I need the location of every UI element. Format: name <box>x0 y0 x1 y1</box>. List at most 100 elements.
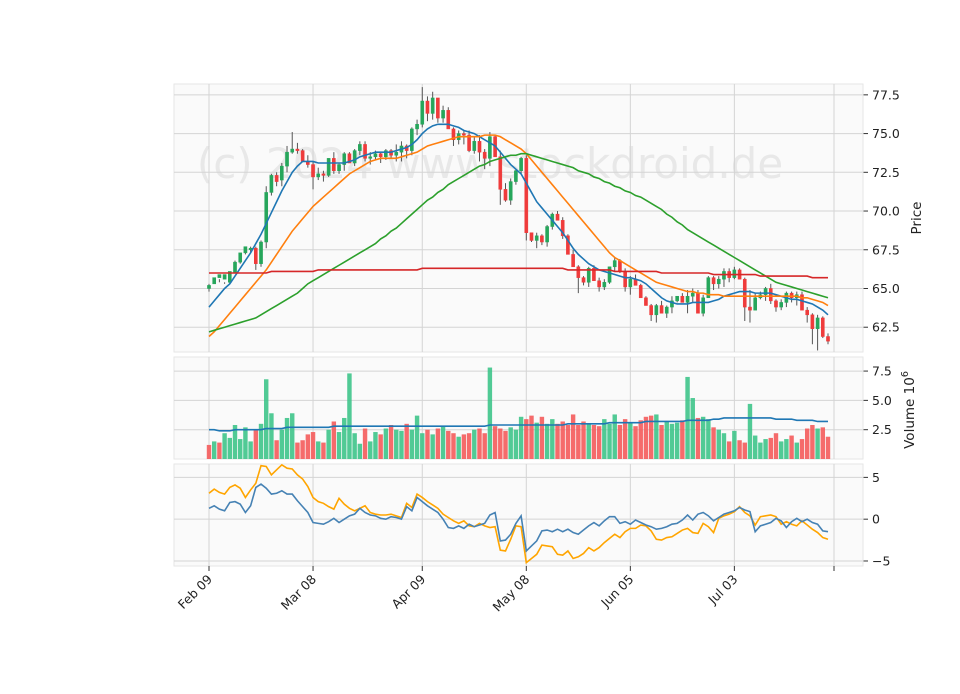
volume-bar <box>633 426 638 459</box>
moving-average-line-3 <box>208 152 829 333</box>
candle-body <box>742 278 747 308</box>
volume-bar <box>399 430 404 459</box>
candle-body <box>316 173 321 178</box>
volume-bar <box>383 428 389 459</box>
candle-body <box>524 158 529 233</box>
candle-body <box>753 297 757 311</box>
volume-bar <box>799 439 805 459</box>
candle-body <box>690 292 695 297</box>
volume-bar <box>643 416 649 459</box>
candle-body <box>477 141 482 153</box>
volume-bar <box>472 429 477 459</box>
volume-bar <box>274 440 279 459</box>
volume-bar <box>321 442 326 459</box>
candle-body <box>415 124 419 130</box>
volume-bar <box>446 430 451 459</box>
volume-bar <box>768 437 773 459</box>
candle-body <box>820 317 825 337</box>
candle-body <box>311 164 315 178</box>
candle-body <box>618 260 622 272</box>
volume-bar <box>336 432 342 459</box>
candle-body <box>810 314 815 330</box>
volume-bar <box>264 379 269 459</box>
volume-bar <box>752 435 758 459</box>
candle-body <box>555 213 560 221</box>
candle-body <box>508 181 513 201</box>
y-tick-label: −5 <box>872 553 890 568</box>
oscillator-line-1 <box>208 463 829 565</box>
candle-body <box>592 268 596 281</box>
candle-body <box>597 280 601 288</box>
volume-bar <box>576 425 581 459</box>
volume-bar <box>539 416 545 459</box>
volume-bar <box>737 440 742 459</box>
volume-bar <box>508 427 513 459</box>
candle-body <box>519 158 523 172</box>
volume-bar <box>664 421 669 459</box>
y-tick-label: 67.5 <box>872 242 900 257</box>
volume-bar <box>581 421 586 459</box>
volume-bar <box>284 417 290 459</box>
candle-body <box>488 136 492 159</box>
candle-body <box>430 97 435 114</box>
volume-bar <box>300 440 305 459</box>
volume-bar <box>316 441 321 459</box>
candle-body <box>254 247 258 264</box>
candle-body <box>680 295 685 303</box>
volume-bar <box>310 432 316 459</box>
candle-body <box>259 241 263 264</box>
volume-bar <box>617 425 623 459</box>
volume-bar <box>331 421 337 459</box>
candle-body <box>503 189 508 201</box>
volume-bar <box>591 425 597 459</box>
candle-body <box>321 173 326 176</box>
candle-body <box>446 110 451 130</box>
volume-bar <box>368 441 373 459</box>
candle-body <box>576 266 581 278</box>
candle-body <box>227 271 232 283</box>
volume-bar <box>435 428 441 459</box>
volume-bar <box>685 376 690 459</box>
candle-body <box>212 277 217 285</box>
volume-bar <box>232 425 238 459</box>
candle-body <box>602 282 607 288</box>
candle-body <box>462 133 466 136</box>
y-tick-label: 0 <box>872 512 880 527</box>
y-tick-label: 77.5 <box>872 87 900 102</box>
candle-body <box>467 134 471 151</box>
candle-body <box>607 266 612 283</box>
candle-body <box>285 151 289 167</box>
volume-bar <box>586 423 591 459</box>
candle-body <box>472 141 477 151</box>
candle-body <box>436 97 440 119</box>
volume-bar <box>430 434 435 459</box>
candle-body <box>384 150 388 158</box>
candle-body <box>545 226 549 243</box>
candle-body <box>441 110 445 119</box>
volume-bar <box>529 415 534 459</box>
candle-body <box>763 288 768 295</box>
volume-bar <box>690 398 695 459</box>
volume-bar <box>227 437 233 459</box>
volume-bar <box>607 423 612 459</box>
panel-background-price <box>173 83 864 353</box>
volume-bar <box>700 416 706 459</box>
volume-bar <box>534 422 539 459</box>
candle-body <box>274 175 279 182</box>
volume-bar <box>804 428 810 459</box>
volume-bar <box>513 429 519 459</box>
volume-bar <box>825 436 831 459</box>
candle-body <box>243 246 248 254</box>
volume-bar <box>498 428 503 459</box>
volume-bar <box>326 429 331 459</box>
candle-body <box>352 150 357 164</box>
candle-body <box>378 153 383 158</box>
candle-body <box>805 309 810 316</box>
y-tick-label: 2.5 <box>872 422 892 437</box>
volume-axis-label: Volume 106 <box>900 371 918 449</box>
candle-body <box>425 100 430 114</box>
candle-body <box>295 148 300 151</box>
volume-bar <box>248 441 253 459</box>
y-tick-label: 7.5 <box>872 364 892 379</box>
